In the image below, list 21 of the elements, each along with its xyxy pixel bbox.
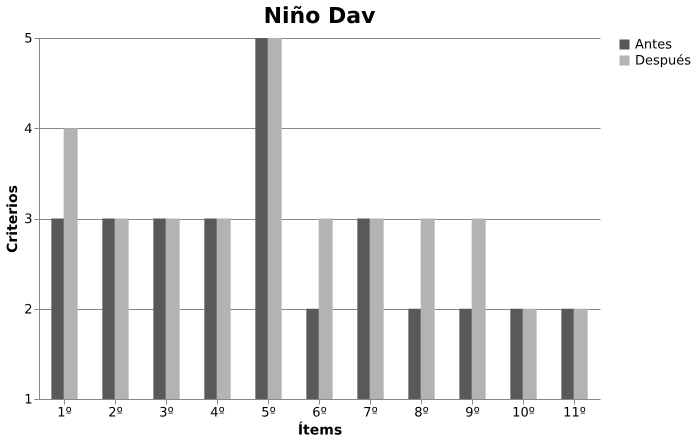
y-axis-title: Criterios (5, 185, 22, 253)
x-tick-label: 2º (108, 406, 123, 420)
y-tick-label: 3 (24, 212, 32, 227)
y-tick-label: 4 (24, 122, 32, 137)
x-tick-label: 1º (57, 406, 72, 420)
x-axis-title: Ítems (298, 422, 342, 438)
x-tick-label: 4º (210, 406, 225, 420)
chart-title: Niño Dav (264, 4, 376, 29)
y-tick-label: 2 (24, 302, 32, 318)
x-tick-label: 6º (312, 406, 327, 420)
x-tick-label: 7º (363, 406, 378, 420)
x-tick-label: 8º (414, 406, 429, 420)
x-tick-label: 10º (512, 406, 535, 420)
x-tick-label: 5º (261, 406, 276, 420)
x-tick-label: 11º (563, 406, 586, 420)
legend-label: Antes (635, 38, 672, 52)
x-tick-label: 9º (465, 406, 480, 420)
legend-label: Después (635, 54, 692, 68)
y-tick-label: 5 (24, 32, 32, 46)
x-tick-label: 3º (159, 406, 174, 420)
y-tick-label: 1 (24, 392, 32, 408)
